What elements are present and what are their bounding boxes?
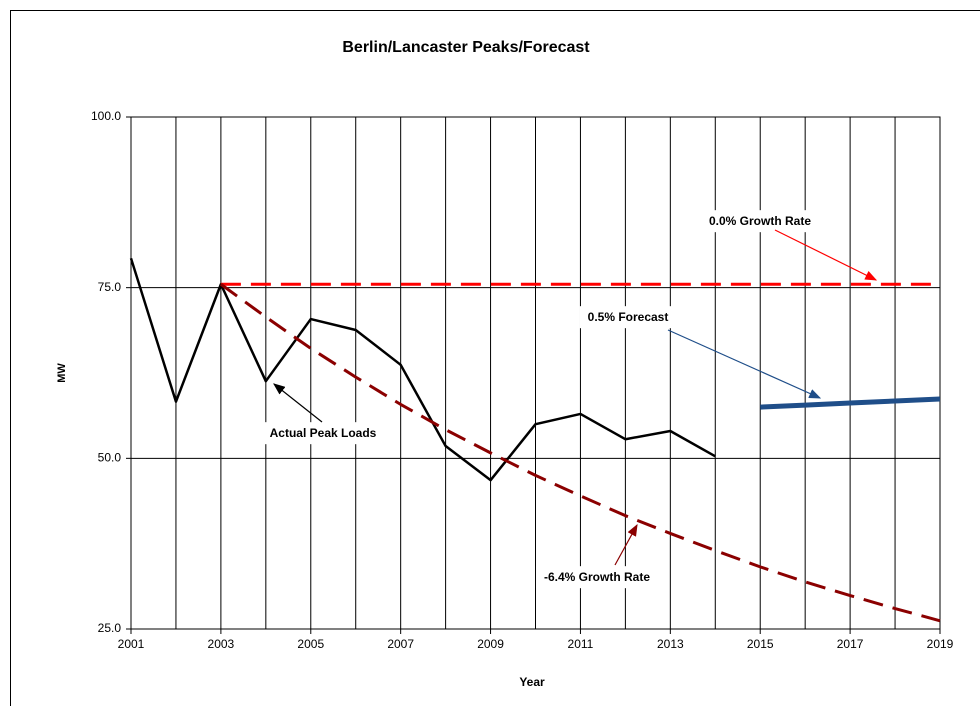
y-tick-label: 100.0 [91, 109, 121, 123]
x-tick-label: 2003 [208, 637, 235, 651]
annotation-arrow [614, 523, 638, 566]
annotation-bg [579, 306, 677, 329]
annotation-arrow [774, 229, 878, 281]
annotation-text: 0.5% Forecast [588, 310, 669, 324]
x-axis-title: Year [519, 675, 545, 689]
annotation-text: -6.4% Growth Rate [544, 570, 650, 584]
annotation-text: 0.0% Growth Rate [709, 214, 811, 228]
y-tick-label: 25.0 [98, 621, 122, 635]
series-line [220, 283, 941, 623]
y-tick-label: 50.0 [98, 451, 122, 465]
frame [10, 10, 980, 706]
x-tick-label: 2005 [297, 637, 324, 651]
annotation-bg [535, 566, 659, 589]
chart-title: Berlin/Lancaster Peaks/Forecast [342, 39, 590, 56]
x-tick-label: 2001 [118, 637, 145, 651]
annotation-bg [261, 422, 385, 445]
annotation-arrow [273, 383, 323, 423]
y-tick-label: 75.0 [98, 280, 122, 294]
x-tick-label: 2009 [477, 637, 504, 651]
annotation-text: Actual Peak Loads [270, 426, 377, 440]
annotations: 0.0% Growth Rate 0.5% Forecast Actual Peak… [261, 210, 878, 589]
grid: 25.0 50.0 75.0 100.0 2001 2003 2005 2007 2009 201… [91, 109, 954, 651]
x-tick-label: 2007 [387, 637, 414, 651]
annotation-arrow [667, 329, 822, 399]
series-line [760, 396, 941, 410]
x-tick-label: 2015 [747, 637, 774, 651]
x-tick-label: 2013 [657, 637, 684, 651]
series-line [129, 257, 716, 482]
x-tick-label: 2011 [568, 637, 594, 651]
y-axis-title: MW [56, 363, 68, 383]
annotation-bg [700, 210, 820, 233]
x-tick-label: 2019 [927, 637, 954, 651]
lines [129, 257, 941, 623]
x-tick-label: 2017 [837, 637, 864, 651]
